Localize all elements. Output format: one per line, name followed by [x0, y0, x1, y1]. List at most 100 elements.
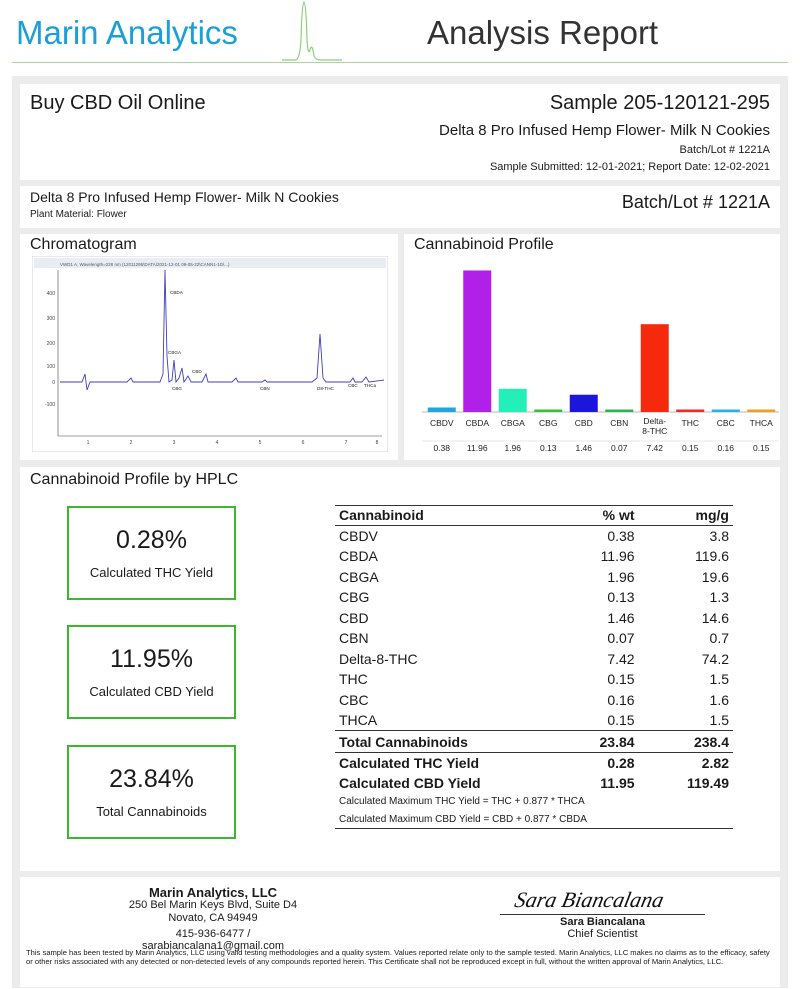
thc-yield-label: Calculated THC Yield	[89, 565, 214, 580]
table-row: THC 0.15 1.5	[335, 669, 733, 690]
mg-per-g: 1.3	[709, 589, 729, 606]
chromatogram-trace	[60, 269, 385, 391]
batch-number-large: Batch/Lot # 1221A	[621, 192, 770, 212]
bar-cbga	[498, 388, 527, 412]
lab-contact: 415-936-6477 / sarabiancalana1@gmail.com	[141, 928, 285, 952]
formula-row: Calculated Maximum CBD Yield = CBD + 0.8…	[335, 810, 733, 829]
product-name-secondary: Delta 8 Pro Infused Hemp Flower- Milk N …	[30, 189, 339, 205]
chromatogram-peak-label: D8-THC	[317, 386, 335, 391]
bar-cbdv	[427, 407, 456, 412]
chromatogram-x-tick: 8	[376, 440, 379, 446]
chromatogram-peak-label: CBD	[192, 369, 202, 374]
chromatogram-peak-label: CBG	[172, 386, 182, 391]
formula-row: Calculated Maximum THC Yield = THC + 0.8…	[335, 793, 733, 811]
signature-text: Sara Biancalana	[513, 887, 667, 912]
cannabinoid-profile-panel: Cannabinoid Profile CBDV 0.38 CBDA 11.96 CBG…	[404, 234, 780, 460]
table-row: Delta-8-THC 7.42 74.2	[335, 649, 733, 670]
chromatogram-y-tick: 200	[47, 341, 56, 347]
thc-yield-row: Calculated THC Yield 0.28 2.82	[335, 753, 733, 773]
table-row: CBG 0.13 1.3	[335, 587, 733, 608]
chromatogram-title: Chromatogram	[30, 236, 137, 253]
hplc-table: Cannabinoid % wt mg/g CBDV 0.38 3.8 CBDA 11…	[335, 505, 733, 829]
mg-per-g: 1.5	[709, 671, 729, 688]
value-label: 0.15	[753, 443, 770, 453]
signer-name: Sara Biancalana	[560, 916, 645, 928]
thc-yield-mg: 2.82	[701, 754, 729, 771]
percent-weight: 0.16	[607, 691, 635, 708]
signature-line	[500, 914, 705, 915]
value-label: 0.16	[717, 443, 734, 453]
percent-weight: 0.38	[607, 528, 635, 544]
cannabinoid-name: CBN	[339, 630, 369, 647]
chromatogram-peak-label: CBDA	[170, 290, 184, 295]
cannabinoid-bar-chart: CBDV 0.38 CBDA 11.96 CBGA 1.96 CBG 0.13 CBD 1.46 C…	[422, 270, 779, 453]
thc-yield-row-label: Calculated THC Yield	[339, 754, 480, 771]
chromatogram-header-text: VWD1 A, Wavelength=228 nm (12011295\DATA…	[60, 262, 230, 267]
chromatogram-peak-label: CBN	[260, 386, 270, 391]
hplc-panel: Cannabinoid Profile by HPLC 0.28% Calcul…	[20, 467, 780, 871]
column-header: Cannabinoid	[335, 505, 564, 526]
value-label: 0.38	[433, 443, 450, 453]
chromatogram-peak-label: CBC	[348, 383, 358, 388]
chromatogram-x-tick: 3	[173, 440, 176, 446]
chromatogram-x-tick: 7	[345, 440, 348, 446]
report-header: Marin Analytics Analysis Report	[0, 0, 800, 70]
cbd-yield-value: 11.95%	[110, 645, 193, 673]
cbd-yield-box: 11.95% Calculated CBD Yield	[67, 625, 236, 719]
total-cannabinoids-value: 23.84%	[109, 765, 194, 793]
sample-id: Sample 205-120121-295	[549, 92, 770, 114]
chart-title: Cannabinoid Profile	[414, 236, 554, 253]
table-row: CBDA 11.96 119.6	[335, 546, 733, 567]
chromatogram-x-tick: 2	[130, 440, 133, 446]
value-label: 1.46	[575, 443, 592, 453]
category-label: CBC	[717, 418, 735, 428]
thc-yield-value: 0.28%	[116, 526, 187, 554]
chromatogram-y-tick: 0	[52, 380, 55, 386]
lab-name: Marin Analytics, LLC	[148, 885, 278, 900]
chromatogram-x-tick: 5	[259, 440, 262, 446]
bar-cbc	[711, 409, 740, 412]
signer-role: Chief Scientist	[567, 928, 638, 940]
chromatogram-peak-label: CBGA	[168, 350, 182, 355]
total-row: Total Cannabinoids 23.84 238.4	[335, 730, 733, 753]
mg-per-g: 74.2	[701, 650, 729, 667]
cbd-yield-mg: 119.49	[686, 774, 729, 791]
product-name: Delta 8 Pro Infused Hemp Flower- Milk N …	[439, 122, 770, 139]
cannabinoid-name: THCA	[339, 712, 378, 728]
hplc-title: Cannabinoid Profile by HPLC	[30, 471, 239, 488]
column-header: mg/g	[656, 505, 733, 526]
client-name: Buy CBD Oil Online	[30, 92, 206, 114]
chromatogram-panel: Chromatogram VWD1 A, Wavelength=228 nm (…	[20, 234, 398, 460]
value-label: 1.96	[504, 443, 521, 453]
thc-yield-box: 0.28% Calculated THC Yield	[67, 506, 236, 600]
cbd-formula: Calculated Maximum CBD Yield = CBD + 0.8…	[335, 810, 733, 829]
total-label: Total Cannabinoids	[335, 730, 564, 753]
cannabinoid-name: CBGA	[339, 568, 379, 585]
chromatogram-y-tick: -100	[45, 402, 55, 408]
cbd-yield-row-label: Calculated CBD Yield	[339, 774, 481, 791]
value-label: 7.42	[646, 443, 663, 453]
category-label: Delta-	[643, 416, 666, 426]
cannabinoid-name: CBC	[339, 691, 369, 708]
total-cannabinoids-label: Total Cannabinoids	[96, 804, 207, 819]
table-row: CBN 0.07 0.7	[335, 628, 733, 649]
percent-weight: 0.07	[607, 630, 635, 647]
thc-yield-percent: 0.28	[607, 754, 635, 771]
percent-weight: 0.15	[607, 671, 635, 688]
category-label: CBDV	[430, 418, 454, 428]
percent-weight: 0.13	[607, 589, 635, 606]
chromatogram-wave-logo	[282, 1, 342, 61]
category-label: 8-THC	[642, 426, 667, 436]
chromatogram-y-tick: 400	[47, 291, 56, 297]
cannabinoid-name: CBDV	[339, 528, 378, 544]
category-label: THCA	[750, 418, 773, 428]
chromatogram-peak-label: THCa	[364, 383, 376, 388]
bar-cbda	[463, 270, 492, 412]
mg-per-g: 0.7	[709, 630, 729, 647]
bar-thca	[747, 409, 776, 412]
mg-per-g: 3.8	[709, 528, 729, 544]
category-label: CBD	[575, 418, 593, 428]
mg-per-g: 1.6	[709, 691, 729, 708]
report-title: Analysis Report	[427, 14, 659, 51]
thc-formula: Calculated Maximum THC Yield = THC + 0.8…	[339, 796, 585, 807]
